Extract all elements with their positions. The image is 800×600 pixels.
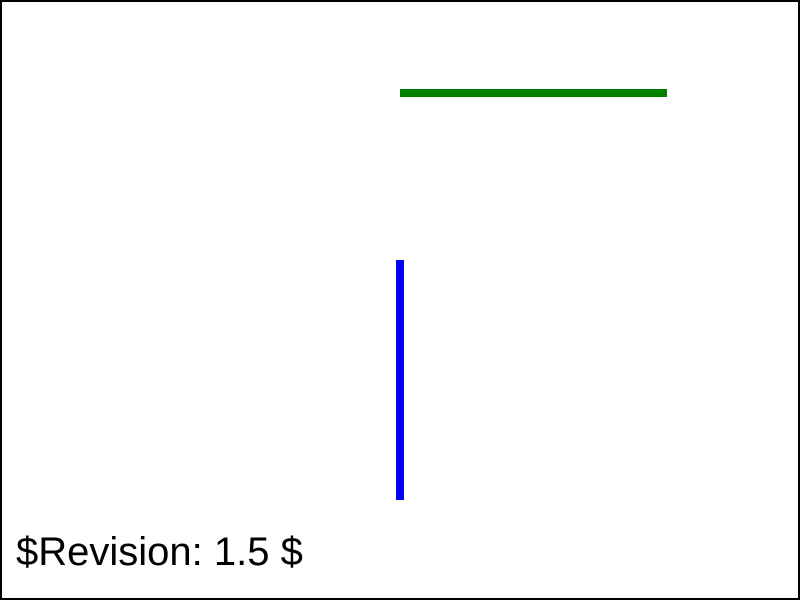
revision-label: $Revision: 1.5 $	[16, 530, 303, 574]
